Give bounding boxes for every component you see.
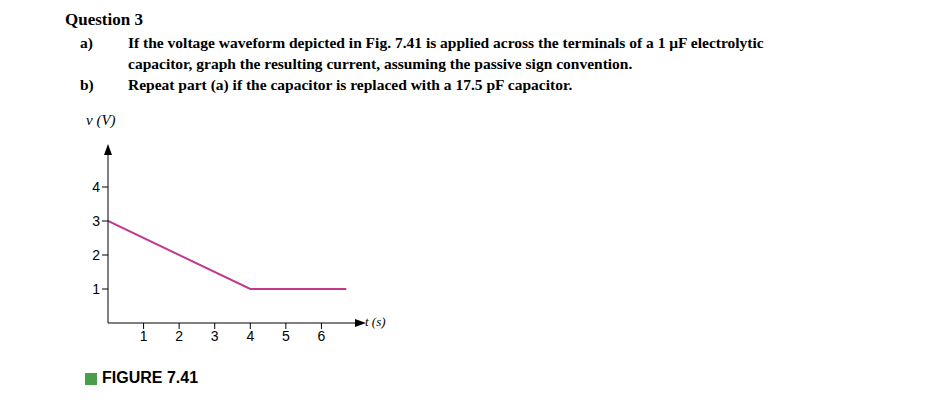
svg-text:6: 6 bbox=[318, 328, 326, 344]
svg-text:1: 1 bbox=[92, 281, 100, 297]
svg-text:5: 5 bbox=[282, 328, 290, 344]
html-text:If the voltage waveform depict: If the voltage waveform depicted in Fig.… bbox=[128, 34, 764, 51]
html-text:Repeat part (a) if the capacit: Repeat part (a) if the capacitor is repl… bbox=[128, 76, 573, 93]
svg-text:4: 4 bbox=[246, 328, 254, 344]
svg-text:2: 2 bbox=[175, 328, 183, 344]
html-text:capacitor, graph the resulting: capacitor, graph the resulting current, … bbox=[128, 55, 633, 72]
svg-text:4: 4 bbox=[92, 179, 100, 195]
html-text:v (V): v (V) bbox=[86, 112, 116, 128]
svg-text:3: 3 bbox=[211, 328, 219, 344]
html-text:t (s): t (s) bbox=[365, 314, 386, 329]
svg-text:3: 3 bbox=[92, 213, 100, 229]
html-text:FIGURE 7.41: FIGURE 7.41 bbox=[102, 369, 198, 386]
html-text:a): a) bbox=[80, 34, 93, 51]
svg-text:1: 1 bbox=[140, 328, 148, 344]
html-text:Question 3: Question 3 bbox=[65, 10, 143, 29]
svg-text:2: 2 bbox=[92, 247, 100, 263]
html-text:b): b) bbox=[80, 76, 94, 93]
